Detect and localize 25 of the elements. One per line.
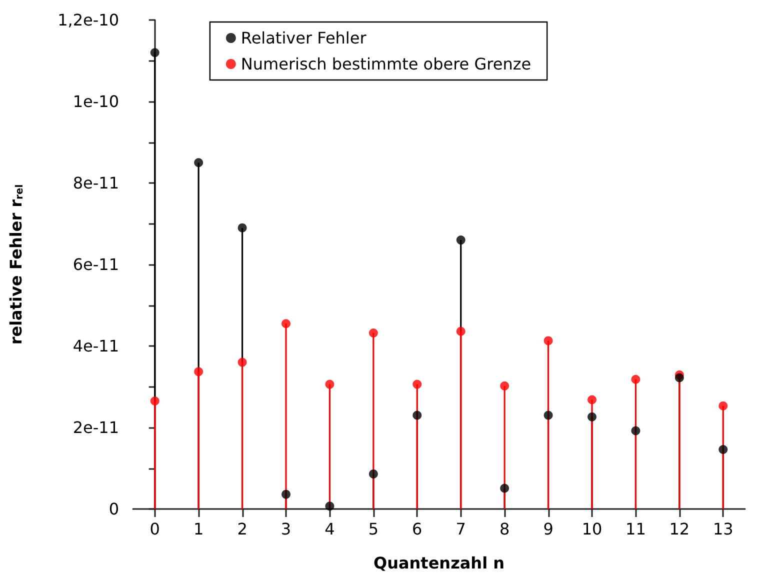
- x-tick-label: 11: [626, 520, 646, 538]
- x-tick-label: 7: [456, 520, 466, 538]
- y-tick-label: 1,2e-10: [58, 10, 119, 30]
- y-axis-title: relative Fehler rrel: [6, 184, 26, 345]
- y-tick-label: 2e-11: [72, 418, 119, 437]
- y-tick-label: 6e-11: [72, 255, 119, 274]
- x-tick-label: 1: [193, 520, 204, 538]
- y-tick-label: 0: [108, 500, 119, 518]
- x-tick-label: 0: [150, 520, 160, 538]
- legend-label: Relativer Fehler: [240, 28, 367, 48]
- x-tick-label: 8: [499, 520, 510, 538]
- x-axis-title: Quantenzahl n: [373, 554, 505, 572]
- x-tick-label: 4: [324, 520, 335, 538]
- x-tick-label: 2: [237, 520, 248, 538]
- x-tick-label: 10: [582, 520, 602, 538]
- x-tick-label: 12: [669, 520, 690, 538]
- y-tick-label: 4e-11: [72, 336, 119, 356]
- y-tick-label: 8e-11: [72, 174, 119, 192]
- x-tick-label: 9: [543, 520, 554, 538]
- x-tick-label: 13: [712, 520, 734, 538]
- x-tick-label: 5: [368, 520, 379, 538]
- y-tick-label: 1e-10: [72, 92, 119, 111]
- x-tick-label: 3: [280, 520, 292, 538]
- x-tick-label: 6: [412, 520, 422, 538]
- legend-label: Numerisch bestimmte obere Grenze: [240, 54, 532, 74]
